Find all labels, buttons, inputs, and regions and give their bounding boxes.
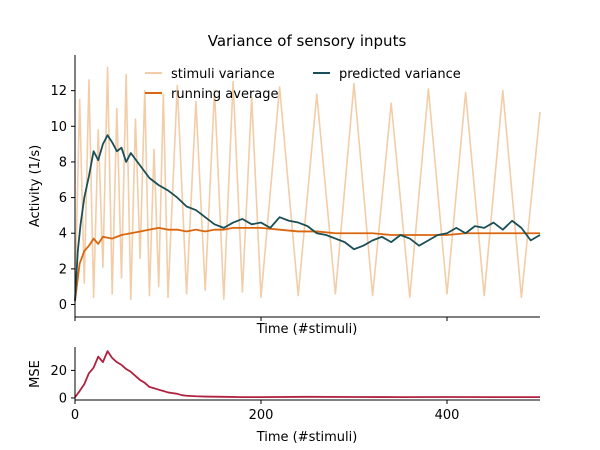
bottom-x-tick-label: 400 — [435, 408, 460, 423]
top-y-tick-label: 8 — [59, 155, 67, 170]
top-y-tick-label: 2 — [59, 262, 67, 277]
top-y-tick-label: 4 — [59, 227, 67, 242]
series-line-running-average — [74, 226, 540, 302]
legend-label-stimuli-variance: stimuli variance — [171, 67, 275, 82]
top-x-ticks — [74, 317, 448, 321]
legend: stimuli variance running average predict… — [145, 67, 461, 102]
top-y-tick-label: 10 — [50, 120, 67, 135]
top-y-ticks: 0 2 4 6 8 10 12 — [50, 84, 75, 313]
legend-label-predicted-variance: predicted variance — [339, 67, 461, 82]
top-series-layer — [74, 66, 541, 302]
series-line-stimuli-variance — [74, 66, 541, 300]
bottom-y-tick-label: 0 — [59, 391, 67, 406]
top-panel: 0 2 4 6 8 10 12 Time (#stimuli) Activity (1/s)… — [28, 55, 541, 337]
legend-label-running-average: running average — [171, 87, 279, 102]
top-y-axis-label: Activity (1/s) — [28, 145, 43, 227]
top-y-tick-label: 0 — [59, 298, 67, 313]
top-x-axis-label: Time (#stimuli) — [256, 322, 358, 337]
bottom-y-ticks: 0 20 — [50, 364, 75, 406]
bottom-panel: 0 20 0 200 400 Time (#stimuli) MSE — [28, 347, 540, 445]
bottom-x-tick-label: 200 — [249, 408, 274, 423]
chart-title: Variance of sensory inputs — [208, 32, 407, 50]
bottom-y-tick-label: 20 — [50, 364, 67, 379]
series-line-predicted-variance — [74, 134, 541, 302]
series-line-mse — [74, 350, 540, 399]
bottom-x-tick-label: 0 — [71, 408, 79, 423]
bottom-y-axis-label: MSE — [28, 360, 43, 388]
top-y-tick-label: 6 — [59, 191, 67, 206]
top-y-tick-label: 12 — [50, 84, 67, 99]
bottom-series-layer — [74, 350, 540, 399]
bottom-x-axis-label: Time (#stimuli) — [256, 430, 358, 445]
bottom-x-ticks: 0 200 400 — [71, 400, 460, 423]
